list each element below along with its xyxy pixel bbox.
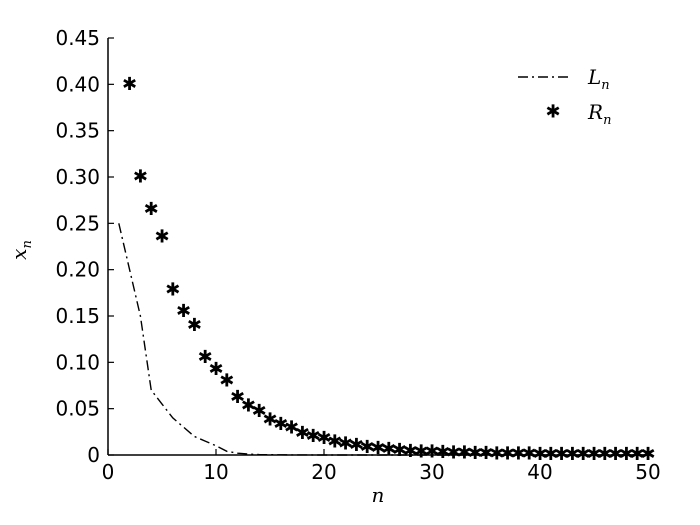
- series-r-point: ✱: [586, 444, 601, 465]
- x-axis-label: n: [372, 483, 385, 507]
- x-tick-label: 50: [635, 460, 660, 484]
- y-tick-label: 0: [87, 443, 100, 467]
- y-tick-label: 0.20: [55, 258, 100, 282]
- series-r-point: ✱: [273, 414, 288, 435]
- y-tick-label: 0.45: [55, 26, 100, 50]
- series-r-point: ✱: [208, 359, 223, 380]
- series-r-point: ✱: [468, 443, 483, 464]
- series-r-point: ✱: [165, 280, 180, 301]
- plot-frame: [107, 38, 648, 456]
- series-r-point: ✱: [543, 444, 558, 465]
- y-axis-label: xn: [7, 240, 35, 260]
- series-r-point: ✱: [500, 444, 515, 465]
- series-r-point: ✱: [327, 432, 342, 453]
- series-r-point: ✱: [262, 409, 277, 430]
- series-r-point: ✱: [284, 418, 299, 439]
- series-r-point: ✱: [446, 443, 461, 464]
- series-r-point: ✱: [619, 444, 634, 465]
- series-r-point: ✱: [230, 387, 245, 408]
- series-layer: ✱✱✱✱✱✱✱✱✱✱✱✱✱✱✱✱✱✱✱✱✱✱✱✱✱✱✱✱✱✱✱✱✱✱✱✱✱✱✱✱…: [118, 74, 656, 465]
- series-r-point: ✱: [532, 444, 547, 465]
- series-r-point: ✱: [457, 443, 472, 464]
- series-r-point: ✱: [252, 401, 267, 422]
- series-r-point: ✱: [133, 167, 148, 188]
- y-axis-ticks: 0 0.05 0.10 0.15 0.20 0.25 0.30 0.35 0.40 0.45: [55, 26, 114, 467]
- series-r-point: ✱: [154, 227, 169, 248]
- y-tick-label: 0.40: [55, 72, 100, 96]
- series-r-point: ✱: [511, 444, 526, 465]
- series-r-point: ✱: [144, 199, 159, 220]
- x-tick-label: 40: [527, 460, 552, 484]
- series-r-point: ✱: [640, 444, 655, 465]
- legend-entry-r-main: R: [587, 100, 603, 124]
- series-r-point: ✱: [392, 440, 407, 461]
- series-r-point: ✱: [306, 426, 321, 447]
- y-tick-label: 0.05: [55, 397, 100, 421]
- series-r-point: ✱: [349, 435, 364, 456]
- series-r-point: ✱: [522, 444, 537, 465]
- series-r-point: ✱: [316, 428, 331, 449]
- series-r-point: ✱: [198, 347, 213, 368]
- y-tick-label: 0.35: [55, 119, 100, 143]
- series-r-point: ✱: [554, 444, 569, 465]
- series-r-point: ✱: [295, 423, 310, 444]
- series-r-point: ✱: [608, 444, 623, 465]
- series-r-point: ✱: [576, 444, 591, 465]
- x-tick-label: 30: [419, 460, 444, 484]
- x-axis-ticks: 0 10 20 30 40 50: [102, 449, 661, 484]
- series-r-point: ✱: [338, 433, 353, 454]
- series-r-point: ✱: [176, 301, 191, 322]
- series-r-point: ✱: [424, 442, 439, 463]
- series-r-point: ✱: [565, 444, 580, 465]
- x-tick-label: 0: [102, 460, 115, 484]
- legend-entry-r-sub: n: [603, 113, 611, 128]
- series-r-point: ✱: [597, 444, 612, 465]
- series-l-line: [118, 223, 648, 456]
- series-r-point: ✱: [435, 442, 450, 463]
- series-r-point: ✱: [360, 437, 375, 458]
- series-r-point: ✱: [478, 443, 493, 464]
- y-tick-label: 0.25: [55, 211, 100, 235]
- series-r-point: ✱: [241, 395, 256, 416]
- series-r-point: ✱: [403, 441, 418, 462]
- legend-entry-l: Ln: [587, 65, 610, 93]
- y-tick-label: 0.15: [55, 304, 100, 328]
- y-tick-label: 0.30: [55, 165, 100, 189]
- series-r-point: ✱: [187, 315, 202, 336]
- series-r-point: ✱: [219, 370, 234, 391]
- y-tick-label: 0.10: [55, 350, 100, 374]
- series-r-point: ✱: [381, 439, 396, 460]
- series-r-point: ✱: [370, 438, 385, 459]
- series-r-point: ✱: [414, 441, 429, 462]
- legend-entry-l-sub: n: [601, 78, 609, 93]
- series-r-point: ✱: [122, 74, 137, 95]
- series-r-point: ✱: [489, 444, 504, 465]
- legend: Ln ✱ Rn: [518, 65, 611, 128]
- legend-entry-r: Rn: [587, 100, 611, 128]
- x-tick-label: 20: [311, 460, 336, 484]
- series-r-point: ✱: [630, 444, 645, 465]
- legend-entry-l-main: L: [587, 65, 601, 89]
- x-tick-label: 10: [203, 460, 228, 484]
- y-axis-label-main: x: [7, 249, 31, 260]
- legend-star-swatch: ✱: [545, 102, 560, 123]
- y-axis-label-sub: n: [20, 240, 35, 248]
